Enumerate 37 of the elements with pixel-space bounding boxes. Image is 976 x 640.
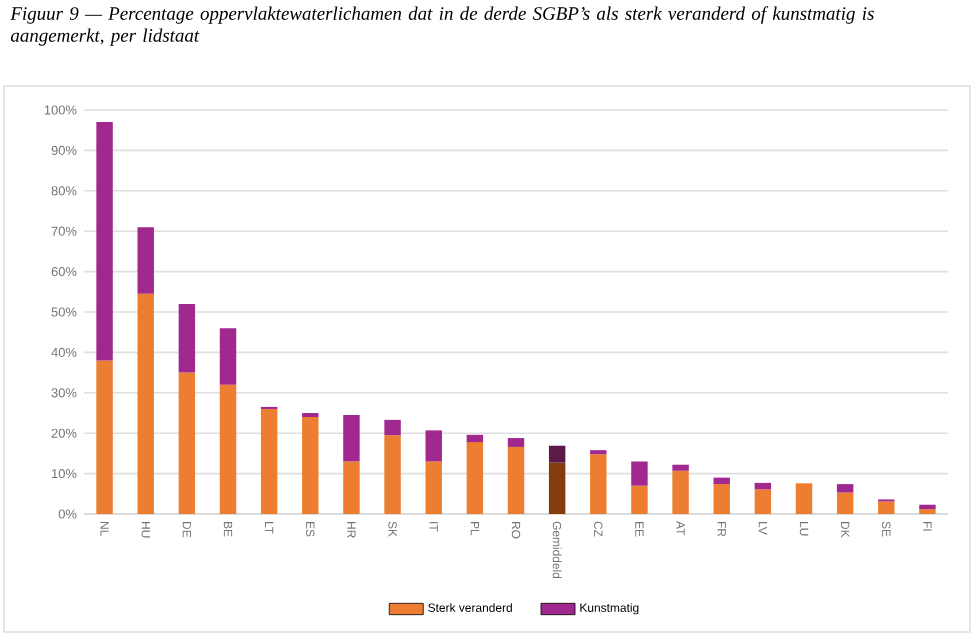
bar xyxy=(754,489,772,514)
bar xyxy=(713,477,730,485)
bar xyxy=(836,484,854,493)
bar xyxy=(178,303,196,373)
bar xyxy=(343,415,360,462)
bar xyxy=(466,434,484,443)
bar xyxy=(466,442,484,514)
bar xyxy=(425,430,442,462)
bar xyxy=(754,482,772,490)
bar xyxy=(96,122,113,361)
bar xyxy=(713,484,730,514)
bar xyxy=(260,408,278,514)
bar xyxy=(919,504,936,510)
bar xyxy=(548,445,566,463)
bar xyxy=(425,461,442,514)
bar xyxy=(137,293,154,514)
bar xyxy=(507,446,525,514)
chart-title: Figuur 9 — Percentage oppervlaktewaterlichamen dat in de derde SGBP’s als sterk veranderd of kunstmatig is aangemerkt, per lidstaat xyxy=(10,6,874,46)
bar xyxy=(631,485,648,514)
bar xyxy=(219,328,237,385)
bar xyxy=(590,454,607,514)
bar xyxy=(631,461,648,486)
bar xyxy=(878,501,895,514)
bar xyxy=(672,464,689,471)
bar xyxy=(672,470,689,514)
bar xyxy=(178,372,196,514)
bar xyxy=(836,492,854,514)
bar xyxy=(96,360,113,514)
bar xyxy=(795,483,813,514)
bar xyxy=(219,384,237,514)
bar xyxy=(343,461,360,514)
bar xyxy=(384,419,401,436)
bar xyxy=(507,438,525,447)
bar xyxy=(302,417,319,514)
bar xyxy=(384,435,401,514)
bar xyxy=(548,462,566,514)
bar xyxy=(137,227,154,294)
